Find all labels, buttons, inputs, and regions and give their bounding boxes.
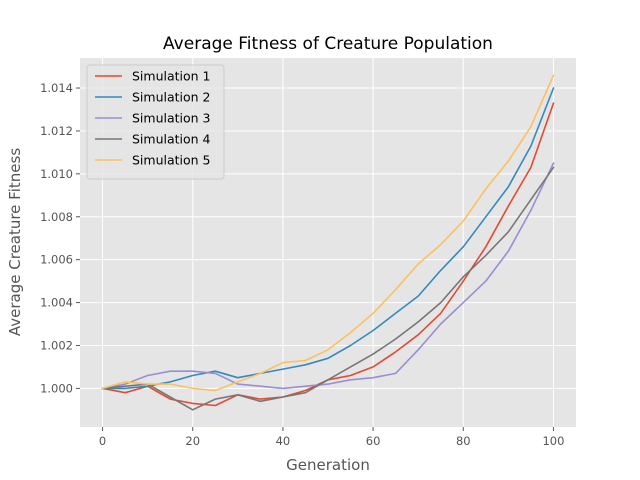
y-tick-label: 1.000 [40, 381, 73, 395]
y-tick-label: 1.014 [40, 81, 73, 95]
legend: Simulation 1 Simulation 2 Simulation 3 Simu… [86, 64, 225, 180]
legend-label: Simulation 2 [132, 90, 211, 105]
y-tick-label: 1.006 [40, 253, 73, 267]
series-line-simulation-2 [101, 87, 555, 390]
x-tick-label: 100 [542, 434, 564, 448]
x-axis-label: Generation [286, 456, 370, 474]
y-tick-label: 1.002 [40, 338, 73, 352]
legend-label: Simulation 3 [132, 111, 211, 126]
series-line-simulation-3 [101, 162, 555, 390]
legend-label: Simulation 4 [132, 132, 211, 147]
x-tick-label: 40 [276, 434, 291, 448]
grid [80, 58, 576, 427]
legend-label: Simulation 1 [132, 69, 211, 84]
y-tick-label: 1.012 [40, 124, 73, 138]
x-tick-label: 80 [456, 434, 471, 448]
x-tick-label: 60 [366, 434, 381, 448]
series-lines [101, 74, 555, 411]
legend-label: Simulation 5 [132, 153, 211, 168]
chart-title: Average Fitness of Creature Population [163, 34, 493, 54]
y-tick-label: 1.008 [40, 210, 73, 224]
y-axis-label: Average Creature Fitness [6, 148, 24, 336]
y-tick-label: 1.004 [40, 296, 73, 310]
x-tick-label: 0 [99, 434, 106, 448]
x-axis: 0 20 40 60 80 100 [99, 427, 564, 448]
legend-box [86, 64, 225, 180]
y-tick-label: 1.010 [40, 167, 73, 181]
x-tick-label: 20 [185, 434, 200, 448]
series-line-simulation-4 [101, 166, 555, 411]
series-line-simulation-5 [101, 74, 555, 392]
y-axis: 1.000 1.002 1.004 1.006 1.008 1.010 1.012 1.014 [40, 81, 80, 395]
